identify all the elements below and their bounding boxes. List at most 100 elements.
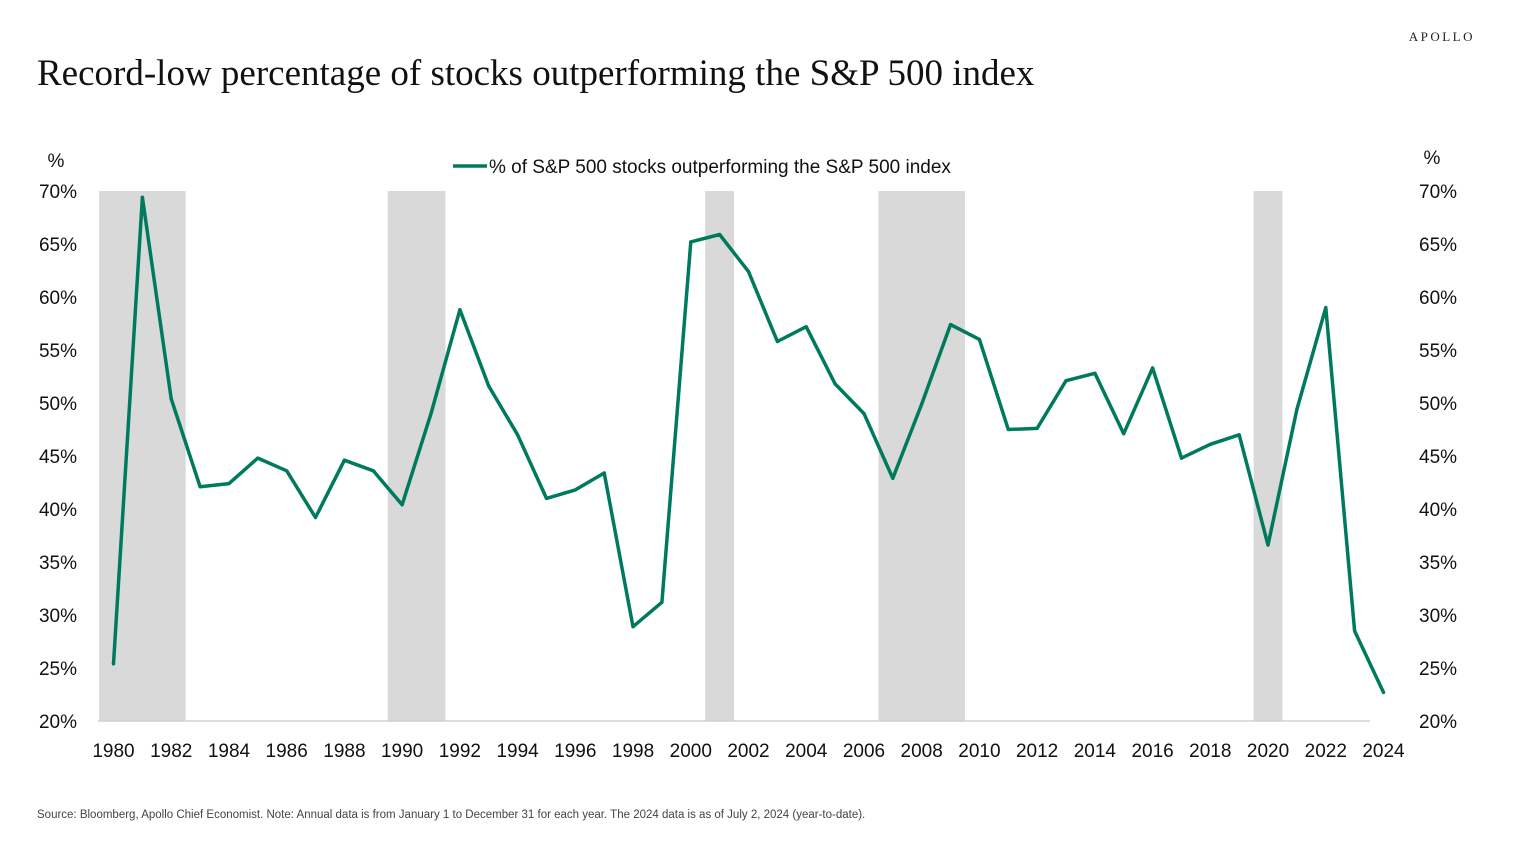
x-tick-1994: 1994 [496, 741, 539, 762]
data-point-1990 [400, 503, 404, 507]
x-tick-1992: 1992 [439, 741, 481, 762]
x-axis: 1980 1982 1984 1986 1988 1990 1992 1994 1996 1998… [92, 741, 1405, 762]
y-tick-left-30: 30% [39, 606, 77, 627]
data-point-1993 [487, 384, 491, 388]
data-point-1984 [227, 482, 231, 486]
data-point-2015 [1122, 432, 1126, 436]
x-tick-1982: 1982 [150, 741, 192, 762]
data-point-2023 [1353, 629, 1357, 633]
y-unit-left: % [48, 151, 65, 172]
y-axis-right: 70% 65% 60% 55% 50% 45% 40% 35% 30% 25% 20% [1419, 182, 1457, 733]
recession-band-2 [705, 191, 735, 721]
x-tick-2006: 2006 [843, 741, 885, 762]
y-tick-right-55: 55% [1419, 341, 1457, 362]
x-tick-1986: 1986 [266, 741, 308, 762]
data-point-2001 [718, 232, 722, 237]
data-point-1981 [140, 195, 144, 199]
chart-title: Record-low percentage of stocks outperfo… [37, 53, 1035, 94]
y-tick-left-35: 35% [39, 553, 77, 574]
data-point-2016 [1151, 366, 1155, 370]
data-point-1997 [602, 471, 606, 475]
data-point-2018 [1208, 442, 1212, 446]
data-point-2009 [948, 323, 953, 327]
data-point-1985 [256, 456, 260, 460]
data-point-2022 [1324, 306, 1328, 310]
legend: % of S&P 500 stocks outperforming the S&… [453, 157, 951, 178]
x-tick-2004: 2004 [785, 741, 828, 762]
data-point-1980 [111, 662, 116, 666]
data-point-2010 [977, 337, 982, 341]
y-tick-right-65: 65% [1419, 235, 1457, 256]
data-point-1995 [544, 496, 549, 500]
brand-logo: APOLLO [1408, 29, 1475, 44]
y-tick-left-70: 70% [39, 182, 77, 203]
source-note: Source: Bloomberg, Apollo Chief Economis… [37, 809, 866, 821]
data-point-2024 [1381, 690, 1386, 695]
data-point-2000 [689, 240, 693, 244]
x-tick-1988: 1988 [323, 741, 365, 762]
y-tick-right-25: 25% [1419, 659, 1457, 680]
data-point-2017 [1179, 456, 1184, 460]
x-tick-2016: 2016 [1131, 741, 1173, 762]
y-tick-left-25: 25% [39, 659, 77, 680]
y-axis-left: 70% 65% 60% 55% 50% 45% 40% 35% 30% 25% 20% [39, 182, 77, 733]
x-tick-2020: 2020 [1247, 741, 1289, 762]
x-tick-1996: 1996 [554, 741, 596, 762]
data-point-1991 [429, 412, 433, 416]
y-tick-left-40: 40% [39, 500, 77, 521]
x-tick-2012: 2012 [1016, 741, 1058, 762]
line-chart: 70% 65% 60% 55% 50% 45% 40% 35% 30% 25% 20% 70% 65%… [39, 148, 1457, 762]
series-group [111, 195, 1386, 695]
y-tick-right-60: 60% [1419, 288, 1457, 309]
data-point-1987 [313, 515, 318, 520]
x-tick-1984: 1984 [208, 741, 251, 762]
data-point-2012 [1035, 426, 1039, 430]
data-point-2014 [1093, 371, 1097, 375]
x-tick-1980: 1980 [92, 741, 134, 762]
data-point-1996 [573, 488, 577, 492]
x-tick-2000: 2000 [670, 741, 712, 762]
data-point-1998 [631, 625, 635, 629]
y-unit-right: % [1424, 148, 1441, 169]
y-tick-left-20: 20% [39, 712, 77, 733]
x-tick-2018: 2018 [1189, 741, 1231, 762]
y-tick-right-30: 30% [1419, 606, 1457, 627]
data-point-1992 [458, 308, 462, 312]
y-tick-right-40: 40% [1419, 500, 1457, 521]
data-point-1988 [342, 458, 346, 462]
y-tick-right-45: 45% [1419, 447, 1457, 468]
x-tick-1998: 1998 [612, 741, 654, 762]
x-tick-2010: 2010 [958, 741, 1000, 762]
data-point-2006 [862, 412, 866, 416]
recession-band-3 [878, 191, 965, 721]
y-tick-right-35: 35% [1419, 553, 1457, 574]
y-tick-left-60: 60% [39, 288, 77, 309]
data-point-2019 [1237, 433, 1241, 437]
y-tick-left-50: 50% [39, 394, 77, 415]
x-tick-2022: 2022 [1305, 741, 1347, 762]
data-point-2005 [833, 382, 837, 386]
y-tick-left-65: 65% [39, 235, 77, 256]
y-tick-left-45: 45% [39, 447, 77, 468]
recession-band-0 [99, 191, 186, 721]
y-tick-right-20: 20% [1419, 712, 1457, 733]
data-point-1989 [371, 469, 375, 473]
data-point-2003 [775, 339, 780, 344]
x-tick-2002: 2002 [727, 741, 769, 762]
data-point-1999 [660, 600, 664, 604]
data-point-1986 [285, 469, 289, 473]
x-tick-2008: 2008 [901, 741, 943, 762]
data-point-1983 [198, 485, 202, 489]
y-tick-left-55: 55% [39, 341, 77, 362]
data-point-2013 [1064, 379, 1068, 383]
data-point-2008 [920, 402, 924, 406]
data-point-2007 [891, 476, 895, 480]
data-point-2020 [1266, 543, 1270, 547]
data-point-1982 [169, 397, 173, 401]
data-point-1994 [516, 433, 520, 437]
data-point-2021 [1295, 407, 1299, 411]
recession-band-4 [1253, 191, 1283, 721]
data-point-2002 [746, 270, 751, 274]
y-tick-right-50: 50% [1419, 394, 1457, 415]
x-tick-2024: 2024 [1362, 741, 1405, 762]
